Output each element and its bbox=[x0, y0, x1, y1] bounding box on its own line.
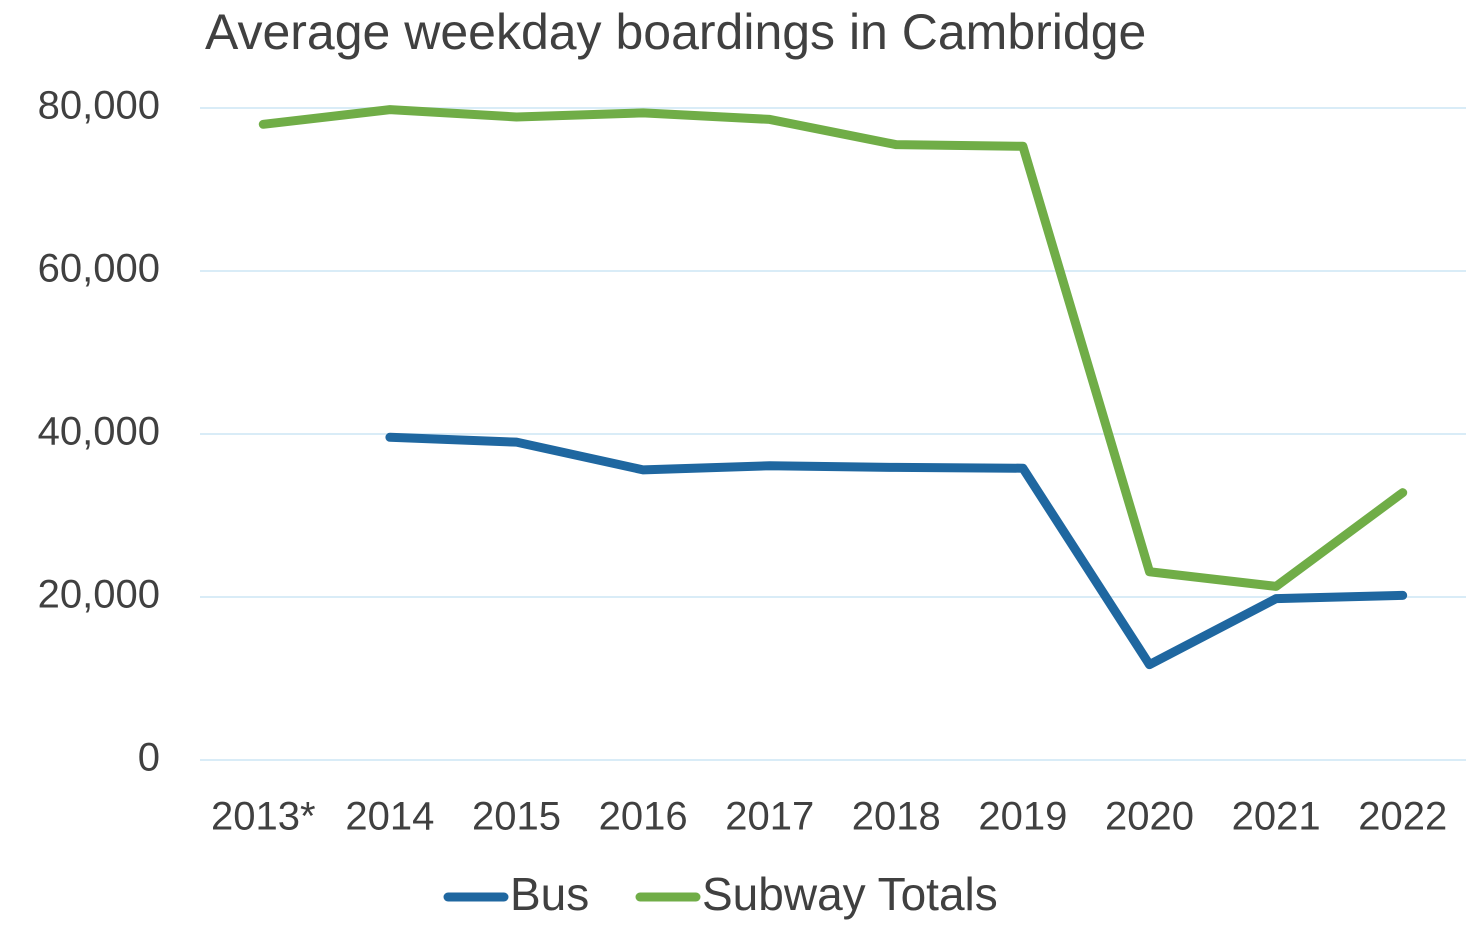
y-tick-label: 60,000 bbox=[38, 247, 160, 291]
y-tick-label: 80,000 bbox=[38, 84, 160, 128]
y-tick-label: 40,000 bbox=[38, 410, 160, 454]
chart-title: Average weekday boardings in Cambridge bbox=[205, 4, 1146, 60]
x-tick-label: 2019 bbox=[978, 795, 1067, 839]
x-tick-label: 2015 bbox=[472, 795, 561, 839]
legend-label: Subway Totals bbox=[702, 868, 998, 920]
x-tick-label: 2018 bbox=[852, 795, 941, 839]
x-tick-label: 2017 bbox=[725, 795, 814, 839]
x-tick-label: 2016 bbox=[599, 795, 688, 839]
y-tick-label: 20,000 bbox=[38, 573, 160, 617]
series-line bbox=[258, 105, 1408, 591]
x-tick-label: 2022 bbox=[1358, 795, 1447, 839]
x-tick-label: 2014 bbox=[345, 795, 434, 839]
series-line bbox=[385, 432, 1408, 670]
x-tick-label: 2013* bbox=[211, 795, 316, 839]
x-tick-label: 2021 bbox=[1232, 795, 1321, 839]
y-tick-label: 0 bbox=[138, 736, 160, 780]
x-tick-label: 2020 bbox=[1105, 795, 1194, 839]
legend-label: Bus bbox=[510, 868, 589, 920]
